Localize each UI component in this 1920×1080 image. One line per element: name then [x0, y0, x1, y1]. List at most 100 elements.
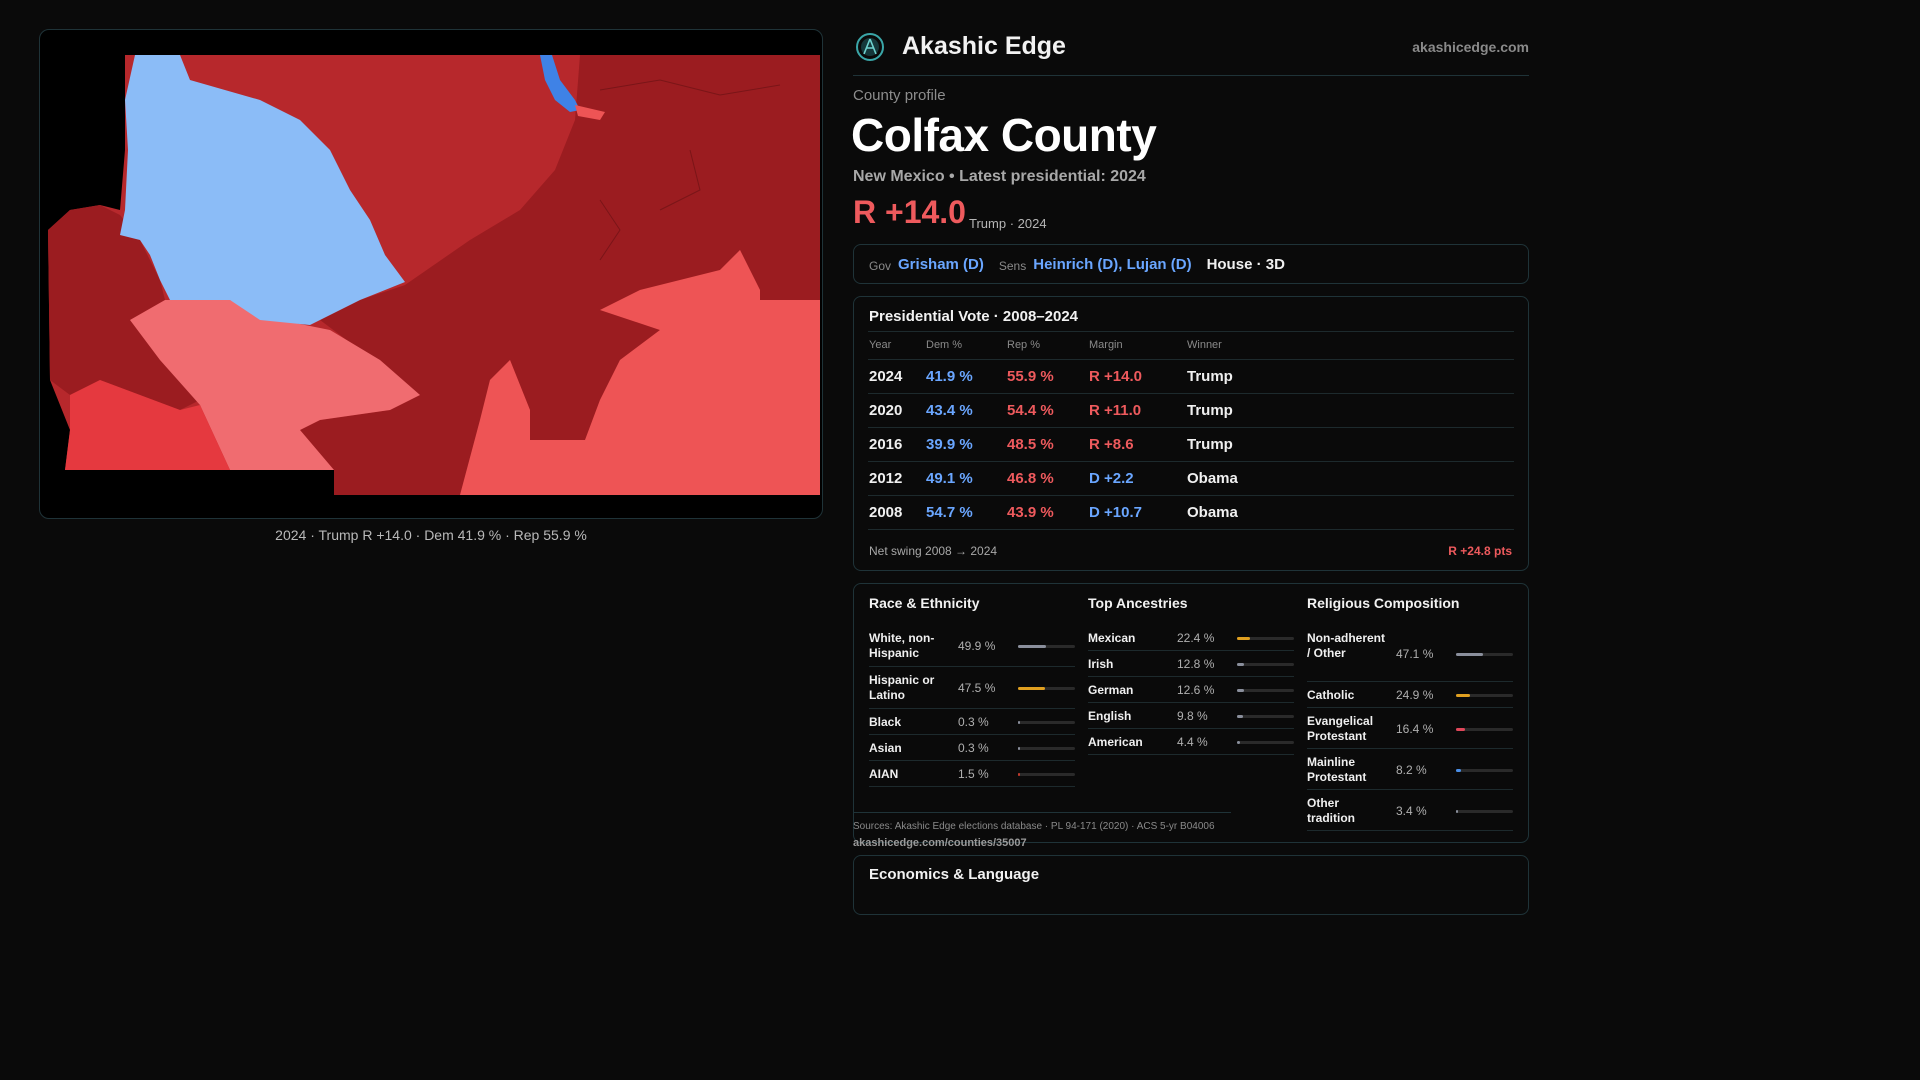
share-bar-track: [1237, 663, 1294, 666]
map-region-dem[interactable]: [120, 55, 405, 325]
item-label: Evangelical Protestant: [1307, 713, 1374, 743]
item-value: 49.9 %: [958, 639, 996, 653]
map-region-east[interactable]: [460, 250, 820, 495]
list-item: Evangelical Protestant 16.4 %: [1307, 708, 1513, 749]
winner-cell: Trump: [1187, 436, 1233, 453]
rep-pct-cell: 46.8 %: [1007, 470, 1054, 487]
share-bar-fill: [1237, 715, 1243, 718]
dem-pct-cell: 39.9 %: [926, 436, 973, 453]
item-label: Non-adherent / Other: [1307, 631, 1385, 660]
net-swing-label: Net swing 2008 → 2024: [869, 544, 998, 558]
governor-link[interactable]: Grisham (D): [898, 255, 984, 273]
map-caption: 2024 · Trump R +14.0 · Dem 41.9 % · Rep …: [275, 527, 587, 543]
share-bar-track: [1237, 715, 1294, 718]
share-bar-fill: [1237, 741, 1240, 744]
demographics-panel: Race & Ethnicity White, non-Hispanic 49.9…: [853, 583, 1529, 843]
item-value: 47.5 %: [958, 681, 996, 695]
winner-cell: Obama: [1187, 470, 1238, 487]
table-row[interactable]: 2024 41.9 % 55.9 % R +14.0 Trump: [868, 360, 1514, 394]
senators-label: Sens: [998, 259, 1027, 273]
map-region-town[interactable]: [540, 55, 580, 112]
dem-pct-cell: 41.9 %: [926, 368, 973, 385]
map-region-south-central[interactable]: [130, 300, 420, 470]
map-region-town-east[interactable]: [575, 105, 605, 120]
senators-link[interactable]: Heinrich (D), Lujan (D): [1033, 255, 1192, 273]
margin-cell: R +11.0: [1089, 402, 1142, 419]
page-title: Colfax County: [851, 109, 1157, 161]
table-header: Year Dem % Rep % Margin Winner: [868, 331, 1514, 360]
share-bar-fill: [1456, 809, 1458, 813]
share-bar-fill: [1456, 727, 1466, 731]
share-bar-track: [1456, 768, 1513, 772]
brand-name: Akashic Edge: [902, 32, 1066, 60]
list-item: Mexican 22.4 %: [1088, 625, 1294, 651]
sources-note: Sources: Akashic Edge elections database…: [853, 821, 1215, 832]
brand-url-link[interactable]: akashicedge.com: [1412, 39, 1529, 55]
item-value: 0.3 %: [958, 741, 989, 755]
share-bar-fill: [1018, 645, 1047, 648]
list-item: Irish 12.8 %: [1088, 651, 1294, 677]
list-item: American 4.4 %: [1088, 729, 1294, 755]
map-region-southwest[interactable]: [65, 380, 230, 470]
brand-logo-icon: [856, 33, 884, 61]
list-item: Non-adherent / Other 47.1 %: [1307, 625, 1513, 682]
margin-cell: D +10.7: [1089, 504, 1142, 521]
item-label: Irish: [1088, 656, 1114, 671]
share-bar-track: [1018, 721, 1075, 724]
share-bar-fill: [1456, 694, 1471, 697]
list-item: AIAN 1.5 %: [869, 761, 1075, 787]
presidential-vote-panel: Presidential Vote · 2008–2024 Year Dem %…: [853, 296, 1529, 571]
list-item: Hispanic or Latino 47.5 %: [869, 667, 1075, 709]
winner-cell: Obama: [1187, 504, 1238, 521]
county-subtitle: New Mexico • Latest presidential: 2024: [853, 168, 1146, 185]
share-bar-fill: [1237, 637, 1250, 640]
margin-cell: D +2.2: [1089, 470, 1134, 487]
dem-pct-cell: 49.1 %: [926, 470, 973, 487]
item-value: 24.9 %: [1396, 688, 1434, 702]
map-region-west[interactable]: [48, 205, 200, 410]
list-item: English 9.8 %: [1088, 703, 1294, 729]
item-label: AIAN: [869, 766, 899, 781]
share-bar-track: [1018, 687, 1075, 690]
item-value: 12.8 %: [1177, 657, 1215, 671]
item-value: 0.3 %: [958, 715, 989, 729]
map-region-central[interactable]: [300, 55, 820, 495]
list-item: German 12.6 %: [1088, 677, 1294, 703]
share-bar-track: [1456, 694, 1513, 697]
share-bar-track: [1237, 689, 1294, 692]
item-label: Mexican: [1088, 630, 1136, 645]
share-bar-fill: [1018, 687, 1046, 690]
table-row[interactable]: 2012 49.1 % 46.8 % D +2.2 Obama: [868, 462, 1514, 496]
item-value: 47.1 %: [1396, 646, 1434, 661]
item-value: 4.4 %: [1177, 735, 1208, 749]
header-rep: Rep %: [1007, 339, 1041, 351]
list-item: Black 0.3 %: [869, 709, 1075, 735]
item-value: 16.4 %: [1396, 721, 1434, 736]
table-row[interactable]: 2008 54.7 % 43.9 % D +10.7 Obama: [868, 496, 1514, 530]
item-value: 1.5 %: [958, 767, 989, 781]
share-bar-track: [1018, 773, 1075, 776]
presidential-title: Presidential Vote · 2008–2024: [869, 308, 1079, 325]
share-bar-track: [1018, 645, 1075, 648]
item-label: White, non-Hispanic: [869, 631, 935, 660]
list-item: Other tradition 3.4 %: [1307, 790, 1513, 831]
house-delegation: House · 3D: [1206, 255, 1285, 273]
item-label: Asian: [869, 740, 902, 755]
share-bar-track: [1456, 652, 1513, 656]
margin-cell: R +8.6: [1089, 436, 1134, 453]
latest-margin-note: Trump · 2024: [969, 216, 1047, 231]
source-url-link[interactable]: akashicedge.com/counties/35007: [853, 837, 1027, 849]
header-winner: Winner: [1187, 339, 1222, 351]
year-cell: 2020: [869, 402, 903, 419]
share-bar-fill: [1456, 652, 1483, 656]
share-bar-fill: [1018, 773, 1020, 776]
county-precinct-map[interactable]: [39, 29, 823, 519]
share-bar-track: [1456, 809, 1513, 813]
year-cell: 2016: [869, 436, 903, 453]
header-dem: Dem %: [926, 339, 963, 351]
share-bar-fill: [1237, 689, 1245, 692]
sources-divider: [853, 812, 1231, 813]
table-row[interactable]: 2016 39.9 % 48.5 % R +8.6 Trump: [868, 428, 1514, 462]
table-row[interactable]: 2020 43.4 % 54.4 % R +11.0 Trump: [868, 394, 1514, 428]
margin-cell: R +14.0: [1089, 368, 1142, 385]
